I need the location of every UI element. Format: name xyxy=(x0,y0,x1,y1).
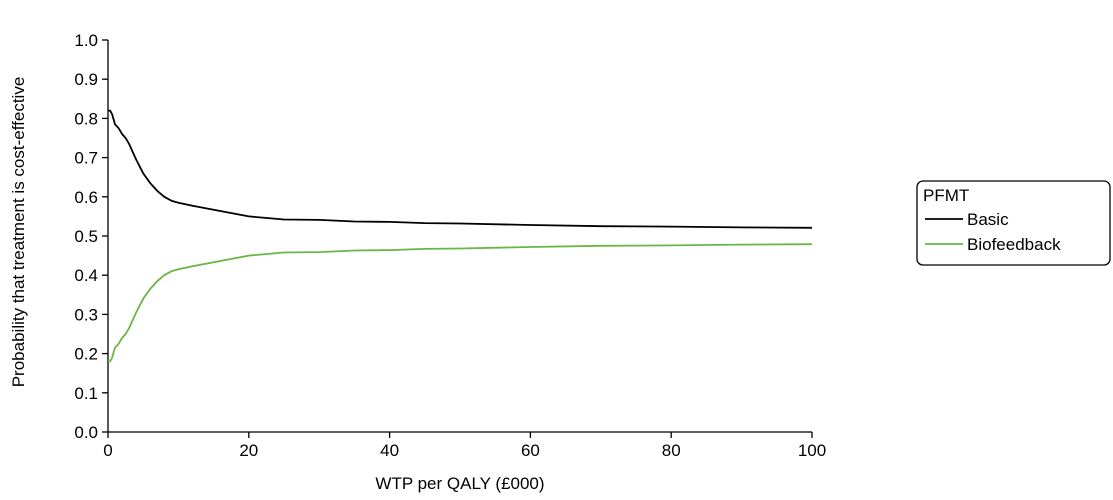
x-tick-label: 60 xyxy=(521,441,540,460)
plot-area: 0 20 40 60 80 100 0.0 0.1 0.2 0.3 0.4 0.5 0.6 0.7 0.8… xyxy=(74,31,826,460)
legend-title: PFMT xyxy=(923,186,969,205)
y-tick-label: 0.0 xyxy=(74,423,98,442)
legend-items: Basic Biofeedback xyxy=(925,210,1061,254)
series-layer xyxy=(108,109,813,363)
y-tick-label: 0.9 xyxy=(74,70,98,89)
x-axis-title: WTP per QALY (£000) xyxy=(375,474,544,493)
x-tick-label: 0 xyxy=(103,441,112,460)
legend: PFMT Basic Biofeedback xyxy=(916,180,1111,266)
x-tick-label: 100 xyxy=(798,441,826,460)
y-tick-label: 0.6 xyxy=(74,188,98,207)
x-tick-label: 80 xyxy=(662,441,681,460)
legend-label-basic: Basic xyxy=(967,210,1009,229)
x-tick-label: 20 xyxy=(239,441,258,460)
y-tick-label: 0.1 xyxy=(74,384,98,403)
x-ticks: 0 20 40 60 80 100 xyxy=(103,432,826,460)
y-tick-label: 0.2 xyxy=(74,345,98,364)
y-tick-label: 1.0 xyxy=(74,31,98,50)
y-tick-label: 0.5 xyxy=(74,227,98,246)
y-axis-title: Probability that treatment is cost-effec… xyxy=(9,77,28,388)
y-tick-label: 0.4 xyxy=(74,266,98,285)
y-ticks: 0.0 0.1 0.2 0.3 0.4 0.5 0.6 0.7 0.8 0.9 1.0 xyxy=(74,31,108,442)
series-line-basic xyxy=(108,109,813,229)
y-tick-label: 0.3 xyxy=(74,305,98,324)
series-line-biofeedback xyxy=(108,243,813,363)
x-tick-label: 40 xyxy=(380,441,399,460)
legend-box xyxy=(916,180,1111,266)
y-tick-label: 0.8 xyxy=(74,109,98,128)
y-tick-label: 0.7 xyxy=(74,149,98,168)
legend-label-biofeedback: Biofeedback xyxy=(967,235,1061,254)
